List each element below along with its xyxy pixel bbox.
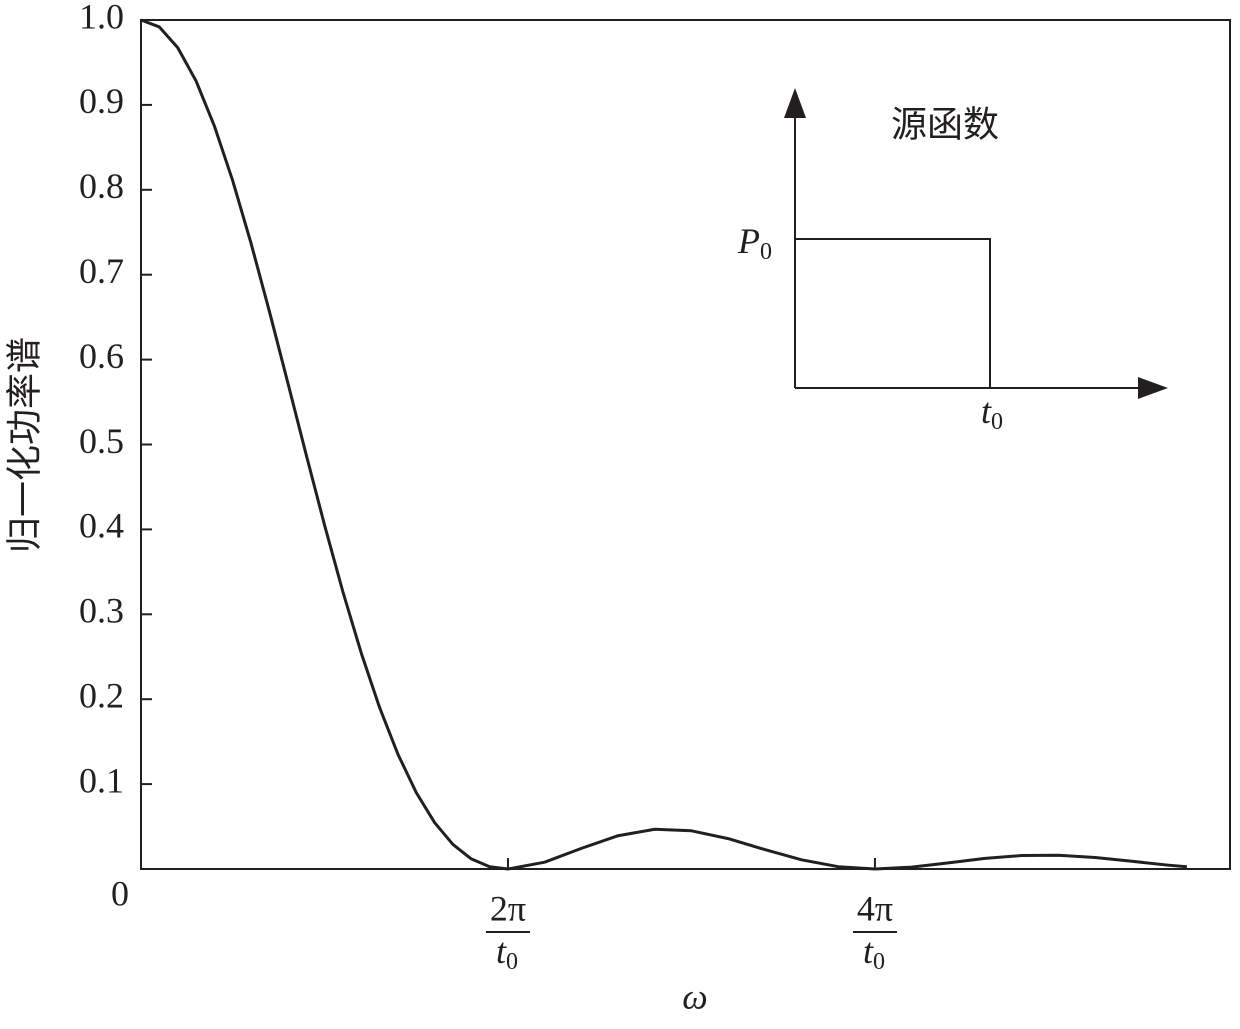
label-base: P <box>737 221 760 261</box>
x-axis-label: ω <box>682 976 707 1016</box>
x-tick-denominator: t0 <box>496 931 518 974</box>
y-axis-label: 归一化功率谱 <box>4 337 44 553</box>
y-tick-label: 0.2 <box>79 675 124 715</box>
y-tick-label: 0.6 <box>79 336 124 376</box>
y-tick-label: 0.8 <box>79 166 124 206</box>
label-base: t <box>496 931 507 971</box>
x-tick-denominator: t0 <box>863 931 885 974</box>
y-tick-label: 0.7 <box>79 251 124 291</box>
y-tick-label: 1.0 <box>79 0 124 36</box>
x-tick-numerator: 4π <box>857 888 893 928</box>
y-tick-label: 0.5 <box>79 421 124 461</box>
inset: 源函数 P0 t0 <box>737 88 1168 435</box>
y-tick-label: 0.1 <box>79 760 124 800</box>
inset-title: 源函数 <box>891 104 999 144</box>
inset-x-label: t0 <box>981 391 1003 434</box>
x-tick-label: 0 <box>111 873 129 913</box>
y-tick-label: 0.3 <box>79 591 124 631</box>
label-base: t <box>981 391 992 431</box>
y-tick-label: 0.4 <box>79 506 124 546</box>
label-sub: 0 <box>991 409 1003 435</box>
label-sub: 0 <box>506 949 518 975</box>
arrow-head <box>1138 377 1168 399</box>
label-base: t <box>863 931 874 971</box>
y-tick-label: 0.9 <box>79 81 124 121</box>
pulse <box>795 238 991 388</box>
label-sub: 0 <box>760 239 772 265</box>
x-tick-numerator: 2π <box>490 888 526 928</box>
line <box>140 18 1188 871</box>
label-sub: 0 <box>873 949 885 975</box>
arrow-head <box>784 88 806 118</box>
inset-y-label: P0 <box>737 221 772 264</box>
